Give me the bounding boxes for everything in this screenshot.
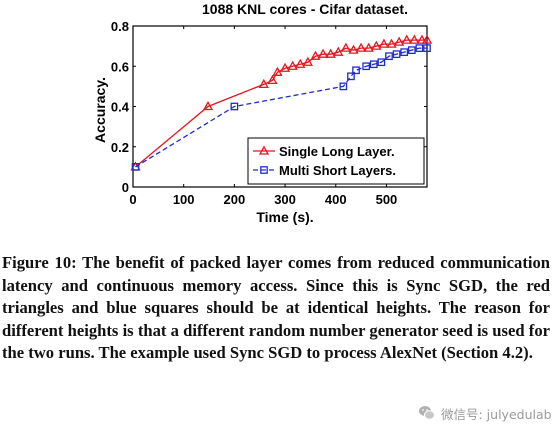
data-point <box>407 46 416 55</box>
chart-title: 1088 KNL cores - Cifar dataset. <box>202 1 408 17</box>
plot-axes: 0 100 200 300 400 500 0 0.2 0.4 0.6 0.8 <box>111 19 428 207</box>
data-point <box>401 34 412 44</box>
data-point <box>325 48 336 58</box>
data-point <box>378 38 390 48</box>
watermark-text: 微信号: julyedulab <box>441 406 552 422</box>
data-point <box>340 42 352 52</box>
data-point <box>423 44 431 52</box>
series-line <box>135 39 427 168</box>
legend-label: Multi Short Layers. <box>279 163 396 178</box>
y-axis-label: Accuracy. <box>92 77 108 143</box>
data-point <box>348 44 359 54</box>
data-point <box>385 52 393 61</box>
y-tick-label: 0.2 <box>111 140 129 155</box>
series-layer <box>130 34 433 171</box>
data-point <box>400 48 409 57</box>
data-point <box>267 74 278 84</box>
data-point <box>272 66 283 76</box>
x-tick-label: 200 <box>224 192 246 207</box>
y-tick-label: 0.4 <box>111 100 130 115</box>
y-tick-label: 0.8 <box>111 19 129 34</box>
wechat-icon <box>419 406 435 420</box>
data-point <box>409 34 420 44</box>
legend-box <box>247 137 425 185</box>
data-point <box>386 38 397 48</box>
legend: Single Long Layer. Multi Short Layers. <box>247 137 425 185</box>
data-point <box>352 66 360 75</box>
data-point <box>347 72 355 81</box>
data-point <box>317 48 329 58</box>
series-multi-short-layers <box>131 44 431 171</box>
watermark: 微信号: julyedulab <box>418 401 552 425</box>
data-point <box>302 56 313 66</box>
data-point <box>279 62 291 72</box>
data-point <box>131 163 140 171</box>
data-point <box>355 42 367 52</box>
legend-marker <box>260 166 268 174</box>
x-tick-label: 100 <box>173 192 195 207</box>
data-point <box>339 82 348 91</box>
data-point <box>421 34 433 44</box>
data-point <box>392 50 401 59</box>
accuracy-line-chart: 1088 KNL cores - Cifar dataset. 0 100 200 3… <box>92 1 433 225</box>
data-point <box>377 58 386 67</box>
data-point <box>333 46 344 56</box>
data-point <box>362 62 371 71</box>
x-tick-label: 500 <box>376 192 398 207</box>
figure-caption: Figure 10: The benefit of packed layer c… <box>2 253 550 362</box>
x-tick-label: 0 <box>129 192 136 207</box>
data-point <box>363 42 374 52</box>
x-tick-label: 300 <box>274 192 296 207</box>
y-tick-label: 0.6 <box>111 59 129 74</box>
data-point <box>415 44 424 52</box>
data-point <box>371 40 382 50</box>
data-point <box>287 60 298 70</box>
legend-marker <box>258 145 270 155</box>
x-axis-label: Time (s). <box>256 209 313 225</box>
data-point <box>416 34 428 44</box>
data-point <box>202 100 214 111</box>
data-point <box>310 50 321 60</box>
data-point <box>258 78 269 89</box>
y-tick-label: 0 <box>122 180 129 195</box>
data-point <box>394 36 405 46</box>
x-tick-label: 400 <box>325 192 347 207</box>
legend-label: Single Long Layer. <box>279 144 395 159</box>
data-point <box>369 60 378 69</box>
data-point <box>230 102 239 111</box>
data-point <box>295 58 306 68</box>
series-line <box>135 47 427 168</box>
